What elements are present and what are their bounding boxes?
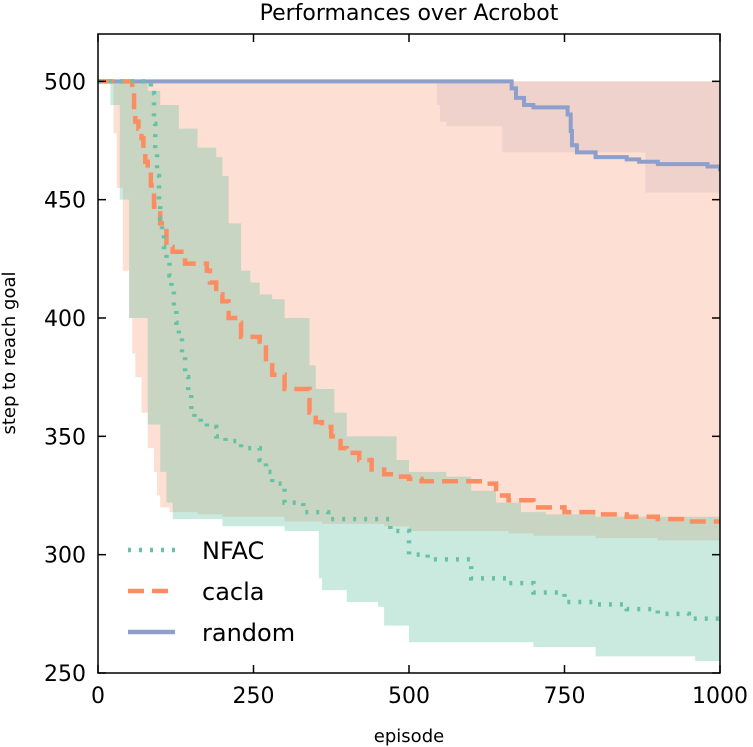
legend-label-cacla: cacla [202,578,264,606]
legend-label-random: random [202,619,295,647]
x-tick-label: 0 [91,684,105,709]
series-line-cacla [98,79,720,524]
series-line-random [98,79,720,172]
y-tick-label: 450 [44,189,86,214]
y-tick-label: 500 [44,70,86,95]
x-tick-label: 750 [544,684,586,709]
y-tick-label: 300 [44,544,86,569]
legend: NFAC cacla random [128,537,295,647]
y-tick-label: 350 [44,425,86,450]
x-tick-label: 250 [233,684,275,709]
series-lines [98,79,720,624]
x-axis-title: episode [374,726,444,747]
chart-title: Performances over Acrobot [260,1,559,26]
band-cacla [98,81,720,541]
band-nfac [98,81,720,664]
y-axis-title: step to reach goal [0,271,20,434]
legend-label-nfac: NFAC [202,537,264,565]
y-tick-label: 250 [44,662,86,687]
x-tick-label: 1000 [692,684,748,709]
y-tick-label: 400 [44,307,86,332]
confidence-bands [98,81,720,664]
x-tick-label: 500 [388,684,430,709]
